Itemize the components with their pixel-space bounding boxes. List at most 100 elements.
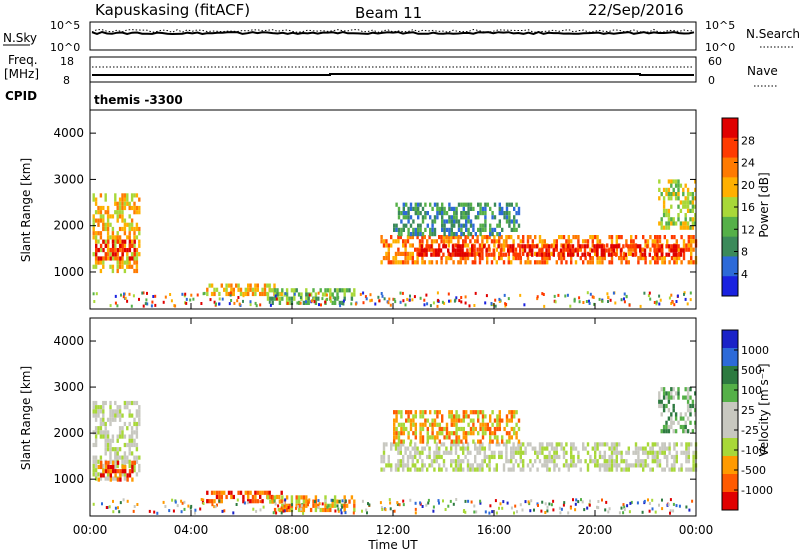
heatmap-cell xyxy=(123,421,127,427)
heatmap-cell xyxy=(97,239,100,244)
heatmap-cell xyxy=(459,252,462,257)
heatmap-cell xyxy=(662,429,666,434)
nsky-label: N.Sky xyxy=(3,31,37,45)
heatmap-cell xyxy=(450,239,453,244)
x-tick-label: 12:00 xyxy=(376,523,411,537)
heatmap-cell xyxy=(457,235,460,240)
heatmap-cell xyxy=(443,232,446,237)
heatmap-cell xyxy=(613,446,616,451)
heatmap-cell xyxy=(106,447,110,452)
heatmap-cell xyxy=(481,251,484,256)
heatmap-cell xyxy=(394,300,397,304)
heatmap-cell xyxy=(598,454,602,460)
heatmap-cell xyxy=(126,260,129,265)
heatmap-cell xyxy=(443,301,446,305)
heatmap-cell xyxy=(515,227,518,232)
heatmap-cell xyxy=(251,499,255,504)
heatmap-cell xyxy=(102,413,105,418)
heatmap-cell xyxy=(562,244,565,249)
heatmap-cell xyxy=(116,447,119,452)
heatmap-cell xyxy=(254,291,257,297)
x-tick-label: 00:00 xyxy=(679,523,714,537)
heatmap-cell xyxy=(404,463,407,468)
heatmap-cell xyxy=(395,435,398,440)
heatmap-cell xyxy=(691,192,695,197)
heatmap-cell xyxy=(654,239,657,244)
heatmap-cell xyxy=(130,197,134,202)
heatmap-cell xyxy=(293,292,296,296)
heatmap-cell xyxy=(481,239,484,244)
heatmap-cell xyxy=(431,223,434,228)
heatmap-cell xyxy=(507,297,510,301)
heatmap-cell xyxy=(441,211,444,216)
heatmap-cell xyxy=(431,232,434,237)
heatmap-cell xyxy=(609,298,612,302)
heatmap-cell xyxy=(562,235,566,240)
heatmap-cell xyxy=(661,442,664,447)
heatmap-cell xyxy=(433,215,437,220)
heatmap-cell xyxy=(313,297,316,301)
heatmap-cell xyxy=(553,463,556,468)
heatmap-cell xyxy=(627,247,630,252)
heatmap-cell xyxy=(552,499,555,503)
heatmap-cell xyxy=(498,219,501,224)
heatmap-cell xyxy=(116,248,120,253)
heatmap-cell xyxy=(162,500,165,504)
heatmap-cell xyxy=(505,206,509,211)
heatmap-cell xyxy=(418,252,421,257)
heatmap-cell xyxy=(341,300,344,305)
heatmap-cell xyxy=(485,252,488,257)
heatmap-cell xyxy=(481,418,485,423)
heatmap-cell xyxy=(667,399,671,404)
heatmap-cell xyxy=(465,211,468,216)
heatmap-cell xyxy=(128,243,132,248)
heatmap-cell xyxy=(277,504,280,508)
heatmap-cell xyxy=(665,391,668,396)
heatmap-cell xyxy=(387,301,390,305)
heatmap-cell xyxy=(95,248,98,253)
heatmap-cell xyxy=(554,300,557,304)
heatmap-cell xyxy=(493,235,496,240)
heatmap-cell xyxy=(530,499,533,503)
heatmap-cell xyxy=(395,227,398,232)
heatmap-cell xyxy=(261,490,264,495)
heatmap-cell xyxy=(487,244,491,249)
heatmap-cell xyxy=(421,435,425,440)
heatmap-cell xyxy=(477,215,480,220)
heatmap-cell xyxy=(399,463,402,468)
heatmap-cell xyxy=(109,469,112,474)
heatmap-cell xyxy=(399,260,402,265)
heatmap-cell xyxy=(441,414,444,419)
heatmap-cell xyxy=(426,439,429,444)
heatmap-cell xyxy=(578,296,581,300)
heatmap-cell xyxy=(259,303,262,307)
heatmap-cell xyxy=(488,442,491,447)
heatmap-cell xyxy=(123,231,127,236)
heatmap-cell xyxy=(466,446,470,451)
heatmap-cell xyxy=(577,454,580,460)
heatmap-cell xyxy=(560,256,563,261)
heatmap-cell xyxy=(463,252,467,257)
heatmap-cell xyxy=(135,442,139,448)
heatmap-cell xyxy=(411,251,414,256)
heatmap-cell xyxy=(426,467,429,472)
heatmap-cell xyxy=(629,244,632,249)
heatmap-cell xyxy=(114,413,117,418)
heatmap-cell xyxy=(412,418,415,423)
heatmap-cell xyxy=(256,499,259,504)
heatmap-cell xyxy=(694,391,697,396)
heatmap-cell xyxy=(540,509,543,513)
heatmap-cell xyxy=(409,202,413,207)
heatmap-cell xyxy=(459,248,462,253)
heatmap-cell xyxy=(674,183,678,188)
heatmap-cell xyxy=(94,472,98,477)
heatmap-cell xyxy=(100,464,103,470)
heatmap-cell xyxy=(389,501,392,505)
heatmap-cell xyxy=(467,227,470,232)
heatmap-cell xyxy=(131,477,134,482)
heatmap-cell xyxy=(466,235,470,240)
colorbar-swatch xyxy=(722,348,738,367)
heatmap-cell xyxy=(411,454,414,460)
heatmap-cell xyxy=(691,403,695,409)
heatmap-cell xyxy=(567,235,570,240)
